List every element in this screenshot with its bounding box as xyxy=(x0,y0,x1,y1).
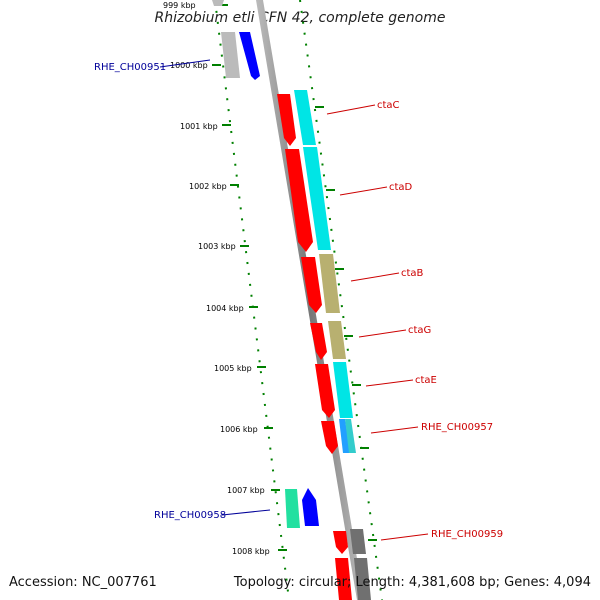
tick-label: 1002 kbp xyxy=(189,182,227,191)
gene-arrow[interactable] xyxy=(315,364,335,418)
cog-box[interactable] xyxy=(303,147,331,250)
gene-label[interactable]: ctaE xyxy=(415,375,437,386)
gene-arrow[interactable] xyxy=(239,32,260,80)
guide-lines xyxy=(214,0,383,600)
cog-box[interactable] xyxy=(328,321,346,359)
gene-arrow[interactable] xyxy=(285,489,300,528)
label-leaders xyxy=(159,59,429,541)
cog-box[interactable] xyxy=(354,558,371,600)
cog-box[interactable] xyxy=(294,90,316,145)
scale-tick-marks xyxy=(212,4,377,551)
cog-box[interactable] xyxy=(333,362,353,418)
tick-label: 999 kbp xyxy=(163,1,196,10)
gene-arrow[interactable] xyxy=(333,531,348,554)
cog-box[interactable] xyxy=(319,254,340,313)
tick-label: 1006 kbp xyxy=(220,425,258,434)
tick-label: 1000 kbp xyxy=(170,61,208,70)
genome-title: Rhizobium etli CFN 42, complete genome xyxy=(154,10,446,26)
gene-arrow[interactable] xyxy=(221,32,240,78)
gene-arrow[interactable] xyxy=(321,421,338,454)
gene-label[interactable]: RHE_CH00959 xyxy=(431,529,503,540)
gene-arrow[interactable] xyxy=(302,488,319,526)
gene-label[interactable]: ctaD xyxy=(389,182,413,193)
gene-arrow[interactable] xyxy=(277,94,296,146)
gene-label[interactable]: ctaB xyxy=(401,268,424,279)
forward-strand-genes[interactable] xyxy=(277,90,371,600)
reverse-strand-genes[interactable] xyxy=(212,0,319,528)
gene-label[interactable]: ctaC xyxy=(377,100,400,111)
tick-label: 1005 kbp xyxy=(214,364,252,373)
gene-arrow[interactable] xyxy=(212,0,224,6)
gene-arrow[interactable] xyxy=(301,257,322,313)
accession-text: Accession: NC_007761 xyxy=(9,575,157,590)
gene-label[interactable]: RHE_CH00958 xyxy=(154,510,226,521)
cog-box[interactable] xyxy=(350,529,366,554)
genome-summary-text: Topology: circular; Length: 4,381,608 bp… xyxy=(233,575,591,590)
gene-arrow[interactable] xyxy=(285,149,313,252)
tick-label: 1003 kbp xyxy=(198,242,236,251)
cog-box[interactable] xyxy=(345,419,356,453)
tick-label: 1007 kbp xyxy=(227,486,265,495)
cog-box[interactable] xyxy=(339,419,350,453)
gene-arrow[interactable] xyxy=(335,558,352,600)
tick-label: 1008 kbp xyxy=(232,547,270,556)
tick-label: 1001 kbp xyxy=(180,122,218,131)
scale-tick-labels: 999 kbp 1000 kbp 1001 kbp 1002 kbp 1003 … xyxy=(163,1,270,556)
gene-label[interactable]: RHE_CH00957 xyxy=(421,422,493,433)
gene-label[interactable]: ctaG xyxy=(408,325,431,336)
gene-arrow[interactable] xyxy=(310,323,327,360)
tick-label: 1004 kbp xyxy=(206,304,244,313)
gene-label[interactable]: RHE_CH00951 xyxy=(94,62,166,73)
gene-labels: RHE_CH00951 RHE_CH00958 ctaC ctaD ctaB c… xyxy=(94,62,503,540)
